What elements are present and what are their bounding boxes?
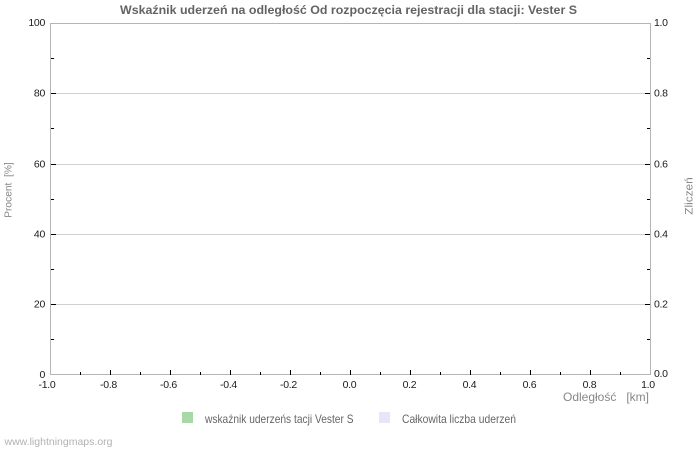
svg-text:100: 100: [28, 17, 45, 29]
svg-text:Zliczeń: Zliczeń: [684, 177, 696, 214]
svg-text:0.0: 0.0: [343, 379, 357, 391]
svg-text:0.0: 0.0: [654, 368, 668, 380]
svg-text:0.4: 0.4: [654, 229, 668, 241]
svg-text:-0.8: -0.8: [100, 379, 117, 391]
svg-text:60: 60: [34, 159, 46, 171]
svg-text:Całkowita liczba uderzeń: Całkowita liczba uderzeń: [402, 412, 516, 426]
svg-text:Odległość [km]: Odległość [km]: [563, 390, 649, 404]
svg-text:20: 20: [34, 299, 46, 311]
svg-text:0: 0: [39, 369, 45, 381]
svg-text:wskaźnik uderzeńs tacji Vester: wskaźnik uderzeńs tacji Vester S: [204, 412, 353, 426]
svg-text:www.lightningmaps.org: www.lightningmaps.org: [3, 436, 112, 448]
svg-text:-0.4: -0.4: [220, 379, 237, 391]
svg-text:0.8: 0.8: [654, 88, 668, 100]
svg-text:1.0: 1.0: [641, 379, 655, 391]
svg-text:-0.6: -0.6: [160, 379, 177, 391]
svg-text:0.2: 0.2: [403, 379, 417, 391]
svg-text:1.0: 1.0: [654, 17, 668, 29]
svg-text:80: 80: [34, 88, 46, 100]
svg-text:0.6: 0.6: [523, 379, 537, 391]
svg-text:Wskaźnik uderzeń na odległość: Wskaźnik uderzeń na odległość Od rozpocz…: [120, 3, 577, 17]
svg-text:Procent [%]: Procent [%]: [3, 162, 15, 218]
svg-text:0.6: 0.6: [654, 159, 668, 171]
svg-text:-1.0: -1.0: [39, 379, 56, 391]
svg-text:0.4: 0.4: [463, 379, 477, 391]
svg-text:-0.2: -0.2: [280, 379, 297, 391]
svg-text:0.2: 0.2: [654, 299, 668, 311]
svg-text:40: 40: [34, 229, 46, 241]
svg-text:0.8: 0.8: [583, 379, 597, 391]
